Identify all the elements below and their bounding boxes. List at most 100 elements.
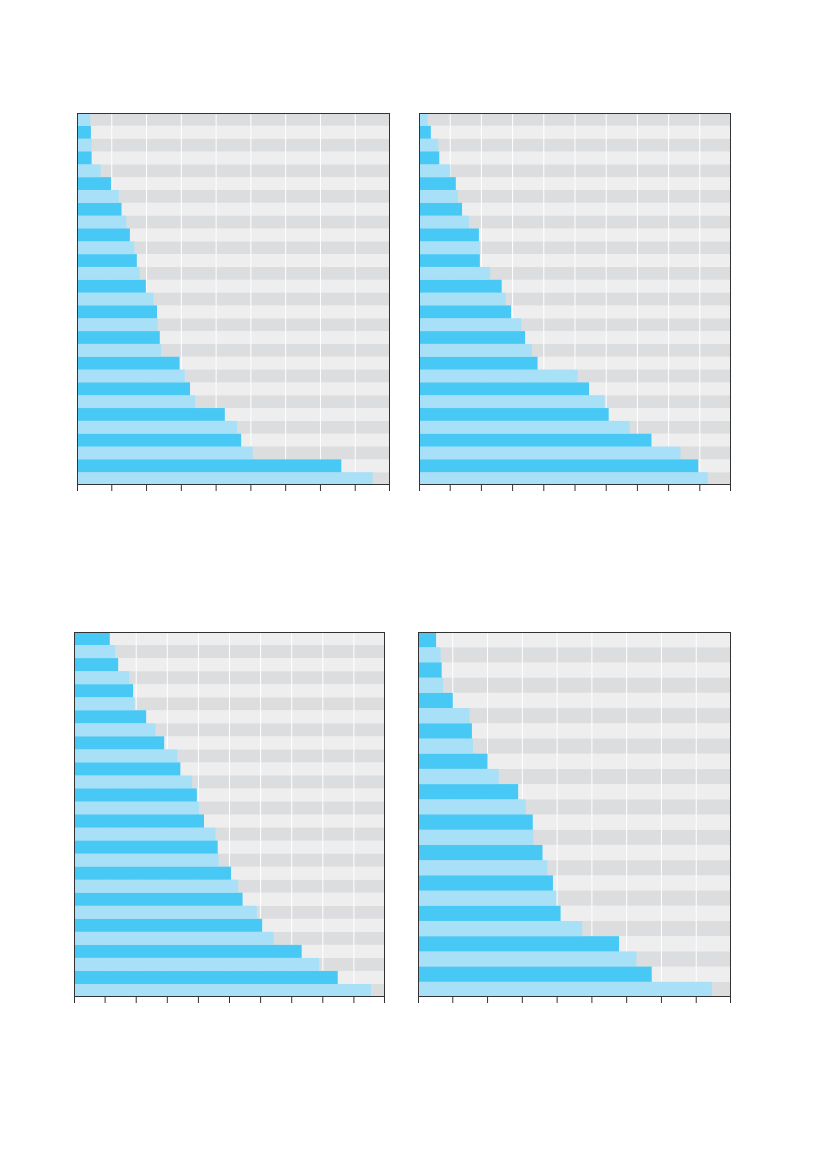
bar [419, 202, 463, 216]
bar [74, 723, 156, 737]
bar [74, 892, 243, 906]
bar [74, 749, 178, 763]
bar [74, 762, 181, 776]
bar [74, 827, 216, 841]
bar [419, 125, 431, 139]
plot-frame [77, 113, 390, 485]
row-band [77, 164, 390, 178]
bar [419, 279, 502, 293]
row-band [77, 266, 390, 280]
bar [77, 113, 91, 126]
bar [419, 382, 590, 396]
bar [418, 860, 548, 876]
row-band [418, 632, 731, 648]
chart-svg-bottom-left [74, 632, 385, 1003]
bar [77, 343, 162, 357]
bar [77, 318, 158, 332]
bar [418, 875, 553, 891]
row-band [418, 753, 731, 769]
bar [418, 662, 442, 678]
bar [419, 446, 681, 460]
bar [418, 799, 526, 815]
bar [419, 138, 439, 152]
bar [77, 177, 112, 190]
chart-svg-top-right [419, 113, 731, 491]
row-band [77, 241, 390, 255]
bar [77, 369, 185, 383]
bar [419, 305, 512, 319]
bar [419, 318, 522, 332]
bar [419, 254, 480, 267]
bar [419, 189, 458, 203]
bar [418, 844, 543, 861]
bar [418, 738, 473, 754]
row-band [77, 292, 390, 306]
row-band [77, 279, 390, 293]
bar [77, 446, 253, 460]
bar [74, 931, 274, 945]
bar [74, 970, 338, 984]
bar [74, 983, 372, 997]
bar [419, 472, 708, 485]
bar [74, 814, 204, 828]
bar [77, 420, 237, 434]
bar [77, 382, 191, 396]
bar [419, 177, 456, 190]
bar [418, 981, 712, 997]
bar [77, 408, 225, 421]
bar [77, 459, 342, 473]
bar [77, 266, 140, 280]
bar [419, 420, 630, 434]
plot-frame [418, 632, 731, 997]
row-band [77, 177, 390, 190]
bar [419, 113, 428, 126]
bar [77, 254, 137, 267]
bar [74, 736, 165, 750]
bar [77, 164, 101, 178]
bar [74, 957, 320, 971]
bar [74, 840, 218, 854]
bar [418, 677, 444, 693]
bar [74, 658, 119, 672]
bar [77, 138, 92, 152]
bar [77, 472, 373, 485]
bar [418, 692, 453, 709]
plot-frame [419, 113, 731, 485]
bar-chart-top-left [77, 113, 390, 493]
row-band [418, 647, 731, 663]
bar [419, 228, 479, 242]
bar-chart-top-right [419, 113, 731, 493]
bar [418, 784, 519, 800]
bar [74, 684, 134, 698]
bar [74, 775, 193, 789]
bar [77, 305, 157, 319]
bar [77, 215, 127, 229]
bar [77, 292, 154, 306]
row-band [77, 113, 390, 126]
plot-frame [74, 632, 385, 997]
bar [419, 408, 609, 421]
bar [418, 920, 583, 937]
row-band [77, 189, 390, 203]
row-band [77, 215, 390, 229]
bar [77, 151, 92, 165]
chart-svg-bottom-right [418, 632, 731, 1003]
row-band [77, 202, 390, 216]
bar [77, 202, 122, 216]
bar [418, 829, 534, 845]
bar [419, 164, 451, 178]
bar [74, 801, 200, 815]
bar [418, 753, 488, 769]
bar [77, 125, 91, 139]
bar [418, 768, 499, 785]
bar [419, 215, 469, 229]
bar [74, 853, 219, 867]
bar [419, 369, 578, 383]
bar [418, 936, 620, 952]
bar [77, 331, 160, 344]
bar [418, 951, 637, 967]
bar [77, 395, 196, 409]
bar [74, 879, 239, 893]
bar [419, 395, 605, 409]
row-band [418, 723, 731, 739]
